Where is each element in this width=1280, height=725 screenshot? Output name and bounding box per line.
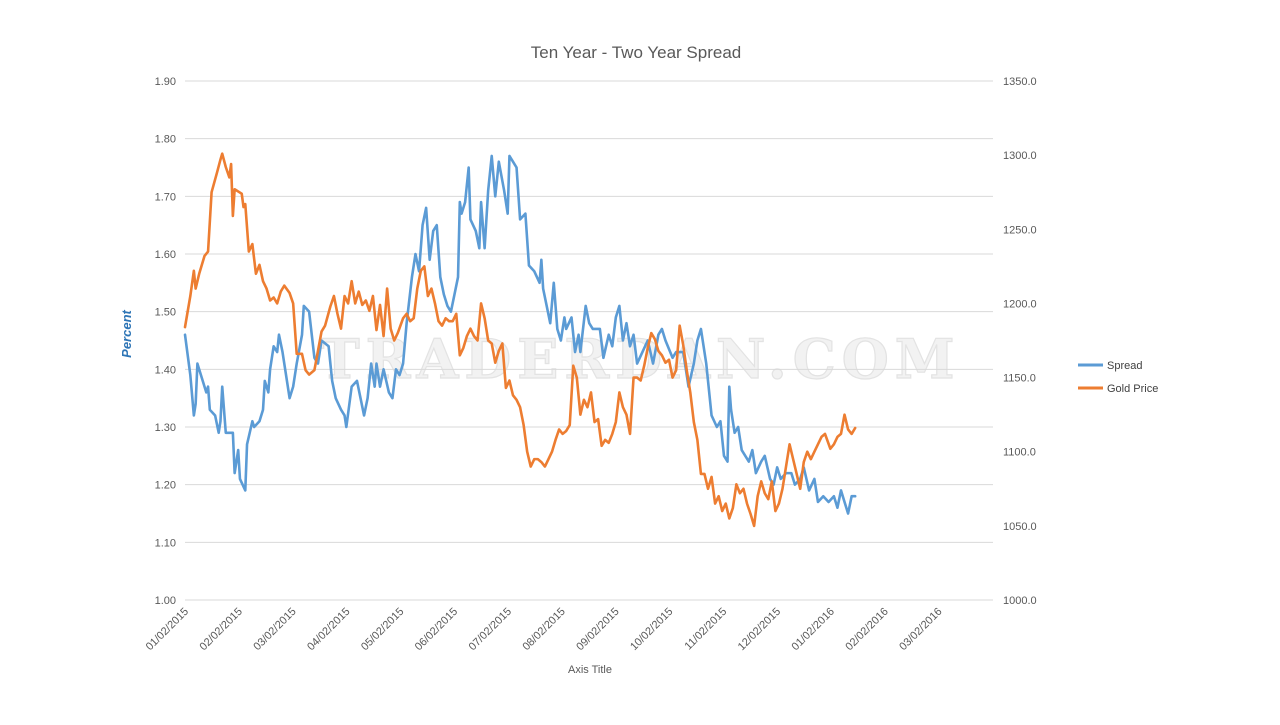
y2-tick-label: 1000.0	[1003, 595, 1037, 607]
y-tick-label: 1.60	[155, 249, 176, 261]
y-tick-label: 1.80	[155, 134, 176, 146]
x-tick-label: 04/02/2015	[305, 606, 352, 653]
x-tick-label: 08/02/2015	[520, 606, 567, 653]
chart-title: Ten Year - Two Year Spread	[531, 43, 741, 62]
right-y-axis: 1000.0 1050.0 1100.0 1150.0 1200.0 1250.0 1300…	[1003, 76, 1037, 607]
y-tick-label: 1.70	[155, 191, 176, 203]
x-tick-label: 01/02/2015	[144, 606, 191, 653]
spread-series-line	[183, 154, 857, 515]
y2-tick-label: 1150.0	[1003, 373, 1036, 385]
x-tick-label: 12/02/2015	[736, 606, 783, 653]
y-tick-label: 1.30	[155, 422, 176, 434]
y2-tick-label: 1250.0	[1003, 224, 1037, 236]
x-tick-label: 05/02/2015	[359, 606, 406, 653]
left-y-axis: 1.00 1.10 1.20 1.30 1.40 1.50 1.60 1.70 1.80 1.90	[155, 76, 176, 607]
x-tick-label: 02/02/2016	[843, 606, 890, 653]
y-tick-label: 1.20	[155, 480, 176, 492]
x-tick-label: 02/02/2015	[198, 606, 245, 653]
y2-tick-label: 1050.0	[1003, 521, 1037, 533]
x-tick-label: 01/02/2016	[790, 606, 837, 653]
y-tick-label: 1.00	[155, 595, 176, 607]
y-tick-label: 1.90	[155, 76, 176, 88]
x-tick-label: 09/02/2015	[574, 606, 621, 653]
x-axis-title: Axis Title	[568, 664, 612, 676]
legend-label-spread: Spread	[1107, 360, 1142, 372]
y-tick-label: 1.10	[155, 537, 176, 549]
x-tick-label: 10/02/2015	[628, 606, 675, 653]
x-tick-label: 03/02/2015	[251, 606, 298, 653]
gridlines	[185, 80, 993, 601]
x-tick-label: 07/02/2015	[467, 606, 514, 653]
gold-price-series-line	[183, 152, 857, 528]
y2-tick-label: 1200.0	[1003, 298, 1037, 310]
x-tick-label: 06/02/2015	[413, 606, 460, 653]
y-axis-title: Percent	[119, 309, 134, 357]
y-tick-label: 1.40	[155, 364, 176, 376]
y2-tick-label: 1300.0	[1003, 150, 1037, 162]
y2-tick-label: 1100.0	[1003, 447, 1036, 459]
y2-tick-label: 1350.0	[1003, 76, 1037, 88]
x-axis: 01/02/2015 02/02/2015 03/02/2015 04/02/2015…	[144, 606, 945, 653]
x-tick-label: 03/02/2016	[897, 606, 944, 653]
plot-area	[183, 152, 857, 528]
legend: Spread Gold Price	[1078, 360, 1158, 395]
y-tick-label: 1.50	[155, 307, 176, 319]
legend-label-gold-price: Gold Price	[1107, 383, 1158, 395]
x-tick-label: 11/02/2015	[682, 606, 729, 653]
